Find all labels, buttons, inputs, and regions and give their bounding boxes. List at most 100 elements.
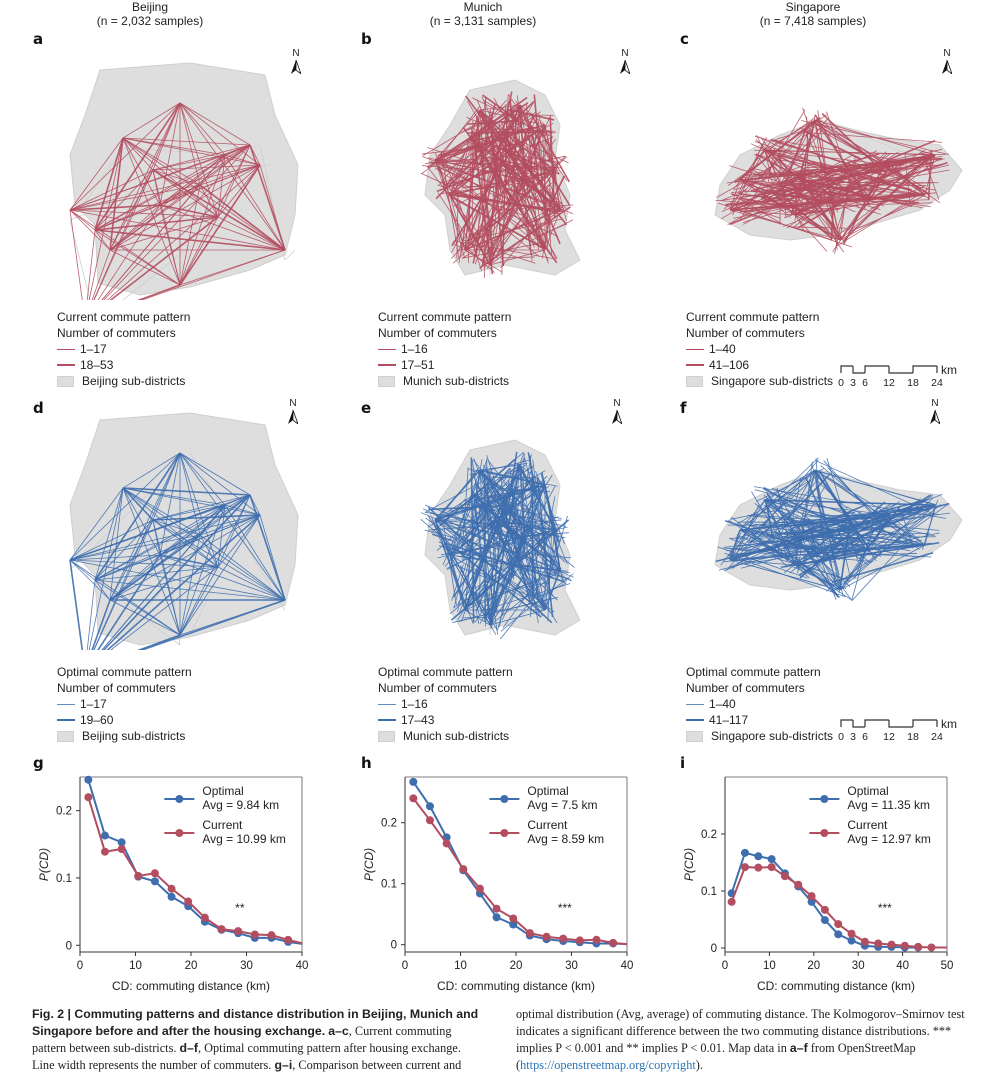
data-point-current <box>117 845 126 854</box>
commute-link <box>136 284 181 300</box>
legend-avg-label: Avg = 11.35 km <box>847 798 930 812</box>
caption-text: , Comparison between current and optimal… <box>292 1007 965 1072</box>
commute-link <box>217 216 286 251</box>
commute-link <box>793 176 877 199</box>
x-tick-label: 50 <box>941 960 954 972</box>
data-point-current <box>442 839 451 848</box>
commute-link <box>217 154 226 218</box>
commute-link <box>531 219 574 241</box>
x-tick-label: 30 <box>565 960 578 972</box>
commute-link <box>740 156 935 179</box>
data-point-current <box>509 914 518 923</box>
north-arrow-icon <box>942 60 952 74</box>
data-point-optimal <box>767 855 776 864</box>
scale-tick-label: 24 <box>931 377 943 389</box>
commute-link <box>94 452 181 581</box>
x-axis-label: CD: commuting distance (km) <box>757 979 915 993</box>
commute-link <box>483 181 532 264</box>
commute-link <box>467 131 553 134</box>
commute-link <box>850 212 860 228</box>
commute-link <box>179 534 201 636</box>
legend-label: 41–117 <box>709 713 749 727</box>
commute-link <box>441 541 474 624</box>
x-tick-label: 10 <box>454 960 467 972</box>
legend-c: Current commute pattern Number of commut… <box>686 309 833 389</box>
thin-line-swatch <box>378 348 396 350</box>
commute-link <box>846 159 894 176</box>
commute-link <box>479 104 496 166</box>
commute-link <box>507 451 518 509</box>
y-tick-label: 0.1 <box>701 886 717 898</box>
north-arrow-e: N <box>610 399 624 424</box>
commute-link <box>136 634 181 650</box>
commute-link <box>815 458 825 562</box>
commute-link <box>479 206 571 269</box>
commute-link <box>109 184 201 251</box>
panel-letter-i: i <box>680 754 686 772</box>
commute-link <box>532 459 548 576</box>
commute-link <box>862 528 913 537</box>
sample-count: (n = 3,131 samples) <box>429 14 537 28</box>
commute-link <box>436 162 509 193</box>
commute-links <box>420 91 574 278</box>
commute-link <box>159 164 261 206</box>
commute-link <box>465 95 540 195</box>
osm-copyright-link[interactable]: https://openstreetmap.org/copyright <box>520 1058 696 1072</box>
panel-letter-a: a <box>33 30 44 48</box>
commute-link <box>473 130 512 215</box>
commute-link <box>842 153 933 242</box>
commute-link <box>771 138 884 177</box>
legend-label: 17–43 <box>401 713 435 727</box>
district-boundary <box>924 544 936 556</box>
commute-link <box>792 148 943 182</box>
north-label: N <box>289 398 297 409</box>
north-arrow-d: N <box>286 399 300 424</box>
data-point-optimal <box>84 775 93 784</box>
commute-link <box>747 476 808 524</box>
legend-series-name: Current <box>202 818 243 832</box>
figure-caption: Fig. 2 | Commuting patterns and distance… <box>32 1006 970 1074</box>
commute-link <box>474 581 551 599</box>
commute-link <box>461 616 494 619</box>
legend-title: Current commute pattern <box>686 310 820 324</box>
commute-link <box>152 519 161 556</box>
commute-link <box>439 458 516 527</box>
commute-link <box>836 181 854 229</box>
commute-link <box>423 114 492 156</box>
commute-link <box>461 477 534 563</box>
legend-label: 19–60 <box>80 713 114 727</box>
significance-marker: *** <box>558 901 572 915</box>
commute-link <box>69 164 261 211</box>
commute-link <box>473 458 517 577</box>
scale-tick-label: 18 <box>907 731 919 743</box>
commute-link <box>94 216 219 231</box>
thick-line-swatch <box>57 364 75 366</box>
commute-link <box>509 527 526 578</box>
commute-link <box>152 144 251 171</box>
commute-link <box>460 503 480 607</box>
legend-series-name: Current <box>847 818 888 832</box>
thin-line-swatch <box>57 348 75 350</box>
x-tick-label: 20 <box>510 960 523 972</box>
commute-link <box>420 125 490 175</box>
commute-link <box>139 599 286 650</box>
commute-link <box>109 216 219 300</box>
commute-link <box>753 513 787 542</box>
x-axis-label: CD: commuting distance (km) <box>437 979 595 993</box>
commute-link <box>763 487 852 533</box>
commute-link <box>723 547 932 558</box>
data-point-current <box>184 897 193 906</box>
commute-link <box>781 195 834 240</box>
data-point-current <box>887 940 896 949</box>
commute-link <box>537 490 568 565</box>
commute-link <box>69 209 96 231</box>
scale-unit: km <box>941 363 957 377</box>
data-point-current <box>834 920 843 929</box>
commute-links <box>715 107 950 254</box>
commute-link <box>109 566 219 601</box>
commute-link <box>122 137 261 166</box>
x-tick-label: 40 <box>296 960 309 972</box>
commute-link <box>860 507 900 558</box>
commute-link <box>94 519 154 581</box>
